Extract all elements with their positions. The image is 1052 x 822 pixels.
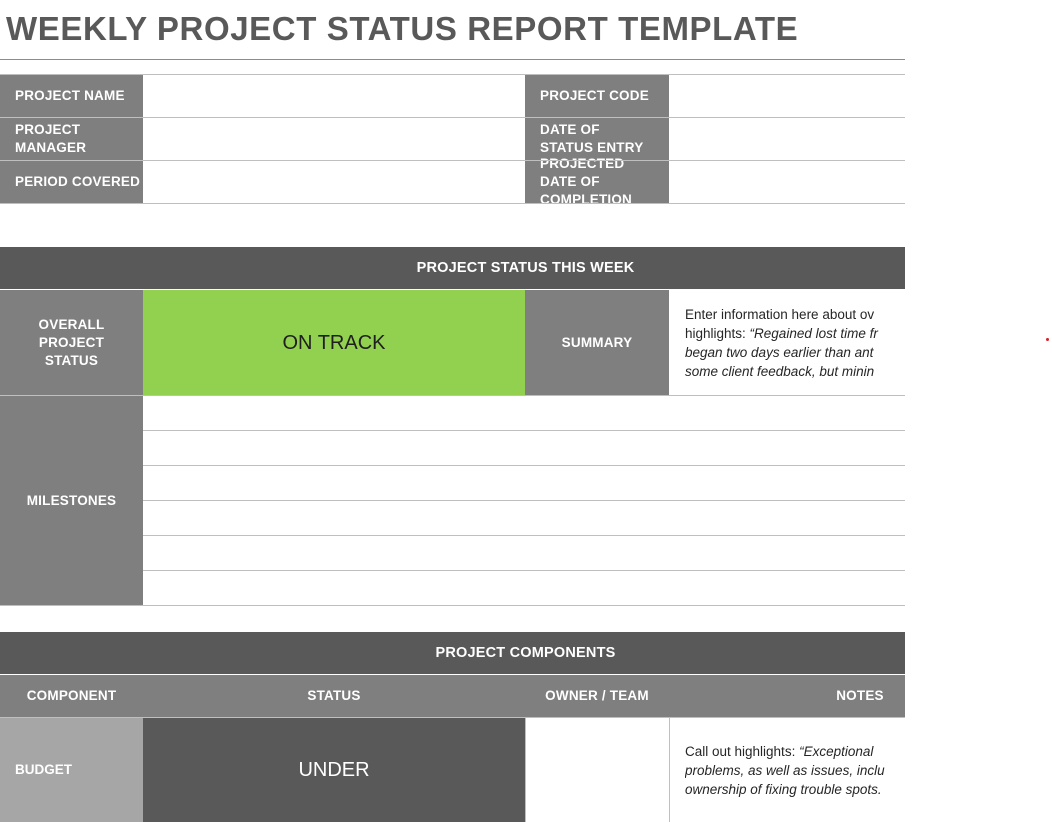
column-header-component: COMPONENT: [0, 675, 143, 717]
milestone-border: [143, 430, 905, 431]
summary-line: began two days earlier than ant: [685, 345, 874, 360]
summary-line: some client feedback, but minin: [685, 364, 875, 379]
date-of-status-entry-field[interactable]: [669, 118, 905, 160]
period-covered-label: PERIOD COVERED: [0, 161, 143, 203]
header-bottom-border: [0, 203, 905, 204]
summary-text: Enter information here about ov highligh…: [685, 305, 905, 381]
projected-date-label: PROJECTED DATE OF COMPLETION: [525, 156, 669, 207]
milestone-border: [143, 500, 905, 501]
period-covered-field[interactable]: [143, 161, 525, 203]
header-top-border: [0, 74, 905, 75]
date-of-status-entry-label: DATE OF STATUS ENTRY: [525, 118, 669, 160]
notes-line-prefix: Call out highlights:: [685, 744, 800, 759]
column-header-owner-team: OWNER / TEAM: [525, 675, 669, 717]
milestone-border: [143, 570, 905, 571]
notes-line: Call out highlights: “Exceptional: [685, 742, 905, 761]
components-row-border: [0, 717, 905, 718]
milestone-row[interactable]: [143, 431, 905, 466]
header-row-border: [0, 117, 905, 118]
status-section-heading: PROJECT STATUS THIS WEEK: [0, 247, 905, 289]
summary-line-prefix: highlights:: [685, 326, 750, 341]
project-code-field[interactable]: [669, 75, 905, 117]
project-manager-field[interactable]: [143, 118, 525, 160]
milestone-border: [143, 535, 905, 536]
milestone-row[interactable]: [143, 466, 905, 501]
stray-mark: [1046, 338, 1049, 341]
milestone-row[interactable]: [143, 571, 905, 606]
component-budget-label: BUDGET: [0, 718, 143, 822]
summary-field[interactable]: [669, 290, 905, 395]
title-divider: [0, 59, 905, 60]
column-header-notes: NOTES: [669, 675, 905, 717]
budget-status-value[interactable]: UNDER: [143, 718, 525, 822]
project-name-label: PROJECT NAME: [0, 75, 143, 117]
summary-line: Enter information here about ov: [685, 307, 875, 322]
summary-line-quote: “Regained lost time fr: [749, 326, 878, 341]
notes-line: ownership of fixing trouble spots.: [685, 782, 882, 797]
budget-owner-field[interactable]: [525, 718, 669, 822]
page-title: WEEKLY PROJECT STATUS REPORT TEMPLATE: [6, 10, 799, 47]
budget-notes-field[interactable]: [669, 718, 905, 822]
project-code-label: PROJECT CODE: [525, 75, 669, 117]
milestone-row[interactable]: [143, 396, 905, 431]
projected-date-field[interactable]: [669, 161, 905, 203]
milestone-row[interactable]: [143, 536, 905, 571]
status-row-border: [0, 395, 905, 396]
report-sheet: WEEKLY PROJECT STATUS REPORT TEMPLATE PR…: [0, 10, 905, 822]
milestone-row[interactable]: [143, 501, 905, 536]
owner-column-border: [525, 718, 526, 822]
components-section-heading: PROJECT COMPONENTS: [0, 632, 905, 674]
notes-line: problems, as well as issues, inclu: [685, 763, 885, 778]
notes-column-border: [669, 718, 670, 822]
column-header-status: STATUS: [143, 675, 525, 717]
summary-line: highlights: “Regained lost time fr: [685, 324, 905, 343]
budget-notes-text: Call out highlights: “Exceptional proble…: [685, 742, 905, 799]
milestone-border: [143, 465, 905, 466]
overall-status-label: OVERALL PROJECT STATUS: [0, 290, 143, 395]
project-name-field[interactable]: [143, 75, 525, 117]
milestones-label: MILESTONES: [0, 396, 143, 606]
milestones-bottom-border: [0, 605, 905, 606]
notes-line-quote: “Exceptional: [799, 744, 874, 759]
project-manager-label: PROJECT MANAGER: [0, 118, 143, 160]
summary-label: SUMMARY: [525, 290, 669, 395]
header-row-border: [0, 160, 905, 161]
overall-status-value[interactable]: ON TRACK: [143, 290, 525, 395]
